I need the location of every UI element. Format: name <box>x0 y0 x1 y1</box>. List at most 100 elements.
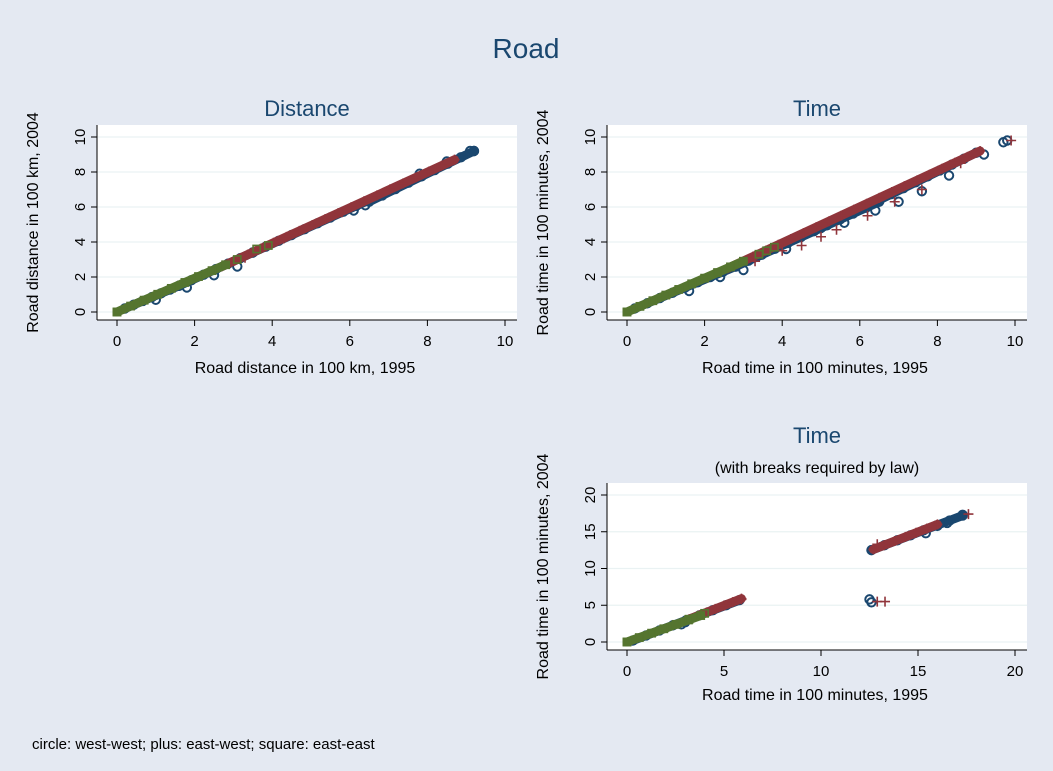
panel-2-plus-cluster-0-point-9 <box>836 210 847 221</box>
panel-2-circle-point-9 <box>943 170 955 181</box>
panel-3-plus-cluster-1-point-0 <box>868 544 879 555</box>
panel-2-square-point-3 <box>770 242 779 252</box>
panel-2-square-cluster-0-point-9 <box>738 256 748 266</box>
panel-1-plus-cluster-0-point-7 <box>307 219 318 230</box>
panel-3-plus-cluster-0-point-3 <box>710 603 721 614</box>
panel-2-plus-cluster-0-point-6 <box>798 228 809 239</box>
panel-1-plus-cluster-0-point-16 <box>423 166 434 177</box>
panel-2-plus-cluster-0-point-11 <box>861 198 872 209</box>
figure-title: Road <box>493 33 560 64</box>
panel-3-plus-cluster-0-point-5 <box>727 597 738 608</box>
panel-2-y-tick-label-5: 10 <box>582 129 599 146</box>
panel-1-square-cluster-0-point-4 <box>166 283 176 293</box>
panel-2-square-cluster-0-point-4 <box>674 285 684 294</box>
panel-2-square-cluster-0-point-1 <box>635 301 645 311</box>
panel-1-square-point-0 <box>112 307 122 317</box>
panel-1-y-axis-label: Road distance in 100 km, 2004 <box>25 112 42 333</box>
panel-1-x-tick-label-1: 2 <box>190 333 198 350</box>
panel-1-plus-cluster-0-point-8 <box>320 214 331 225</box>
panel-3-square-point-0 <box>622 637 632 647</box>
panel-1-plus-cluster-0-point-15 <box>410 172 421 183</box>
panel-1-plus-cluster-0-point-14 <box>397 178 408 189</box>
panel-1-circle-point-9 <box>468 145 480 157</box>
panel-1-square-cluster-0-point-7 <box>207 266 217 276</box>
panel-1-circle-point-8 <box>464 145 476 157</box>
panel-1-plus-point-3 <box>337 207 348 218</box>
panel-1-plus-cluster-0-point-10 <box>346 202 357 213</box>
panel-2-plus-point-5 <box>862 210 873 221</box>
panel-2-plus-cluster-0-point-13 <box>886 187 897 198</box>
panel-3-square-cluster-0-point-1 <box>634 633 644 642</box>
panel-1-plus-cluster-0-point-12 <box>371 190 382 201</box>
panel-1-y-tick-label-1: 2 <box>72 273 89 281</box>
panel-1-y-tick-label-3: 6 <box>72 203 89 211</box>
panel-3-y-tick-label-4: 20 <box>582 487 599 504</box>
panel-2-plus-cluster-0-point-7 <box>811 222 822 233</box>
panel-2-y-axis-label: Road time in 100 minutes, 2004 <box>535 109 552 335</box>
panel-1-square-cluster-0 <box>112 260 231 317</box>
panel-3-square-cluster-0-point-4 <box>671 619 681 629</box>
panel-3-x-tick-label-0: 0 <box>623 663 631 680</box>
panel-1-plus-cluster-0-point-11 <box>359 196 370 207</box>
panel-1-plus-cluster-0-point-17 <box>436 160 447 171</box>
panel-3-x-tick-label-2: 10 <box>813 663 830 680</box>
panel-2-plus-point-4 <box>831 224 842 235</box>
panel-1-plus-point-4 <box>449 154 460 165</box>
panel-1-plus-point-1 <box>240 252 251 263</box>
panel-1-plus-cluster-0-point-13 <box>384 184 395 195</box>
panel-2-plus-cluster-0-point-5 <box>785 233 796 244</box>
panel-1-y-tick-label-0: 0 <box>72 308 89 316</box>
panel-2-plus-cluster-0-point-17 <box>937 163 948 174</box>
panel-1-x-tick-label-5: 10 <box>497 333 514 350</box>
panel-2-square-cluster-0-point-3 <box>661 290 671 300</box>
panel-3-plus-cluster-1-point-2 <box>889 536 900 547</box>
panel-3-plus-point-2 <box>880 596 891 607</box>
panel-2-circle-point-6 <box>870 205 881 216</box>
panel-1-square-point-3 <box>263 241 273 250</box>
panel-2-series-square <box>622 242 779 317</box>
panel-2-y-tick-label-2: 4 <box>582 238 599 246</box>
panel-2-x-tick-label-4: 8 <box>933 333 941 350</box>
panel-2-y-tick-label-4: 8 <box>582 168 599 176</box>
panel-3-plus-cluster-0-point-4 <box>719 600 729 611</box>
panel-1-square-point-1 <box>232 255 242 264</box>
panel-2-x-tick-label-0: 0 <box>623 333 631 350</box>
panel-3-title: Time <box>793 423 841 448</box>
panel-3-subtitle: (with breaks required by law) <box>715 460 920 477</box>
panel-2-plus-cluster-0-point-8 <box>823 216 834 227</box>
panel-2-plus-point-7 <box>916 184 927 195</box>
panel-3-square-point-1 <box>684 614 694 624</box>
panel-3-x-tick-label-1: 5 <box>720 663 728 680</box>
panel-1-title: Distance <box>264 96 350 121</box>
panel-1-square-cluster-0-point-6 <box>194 272 203 281</box>
panel-3: 0 5 10 15 20 0 5 10 15 20 Road time in 100 minutes… <box>535 423 1027 704</box>
panel-2-square-cluster-0-point-8 <box>726 262 735 272</box>
panel-3-plus-point-3 <box>963 509 974 520</box>
panel-3-series-square <box>622 608 709 647</box>
panel-3-circle-cluster-1-point-6 <box>944 515 955 526</box>
panel-2-y-tick-label-1: 2 <box>582 273 599 281</box>
panel-3-square-point-2 <box>700 608 709 618</box>
panel-3-x-tick-label-3: 15 <box>910 663 927 680</box>
panel-2-square-cluster-0 <box>622 256 748 317</box>
panel-3-plus-cluster-1-point-3 <box>900 531 911 542</box>
panel-1-x-tick-label-4: 8 <box>423 333 431 350</box>
panel-2-plus-cluster-0-point-20 <box>975 146 986 156</box>
panel-3-circle-point-4 <box>941 517 953 529</box>
panel-3-square-cluster-0-point-2 <box>647 628 656 638</box>
panel-1-square-cluster-0-point-1 <box>126 301 135 311</box>
panel-3-y-axis-label: Road time in 100 minutes, 2004 <box>535 453 552 679</box>
panel-1-square-point-2 <box>252 244 262 254</box>
panel-2-plus-point-9 <box>1006 135 1017 146</box>
panel-2-square-cluster-0-point-6 <box>700 273 709 283</box>
panel-2-plus-cluster-0-point-14 <box>899 181 910 192</box>
panel-3-y-tick-label-3: 15 <box>582 523 599 540</box>
panel-2-x-axis-label: Road time in 100 minutes, 1995 <box>702 360 928 377</box>
panel-1-x-tick-label-3: 6 <box>346 333 354 350</box>
panel-2-title: Time <box>793 96 841 121</box>
panel-1-plus-point-2 <box>278 233 289 244</box>
panel-2-x-tick-label-2: 4 <box>778 333 786 350</box>
panel-1-square-cluster-0-point-2 <box>139 295 149 305</box>
panel-1-square-cluster-0-point-5 <box>180 278 190 287</box>
